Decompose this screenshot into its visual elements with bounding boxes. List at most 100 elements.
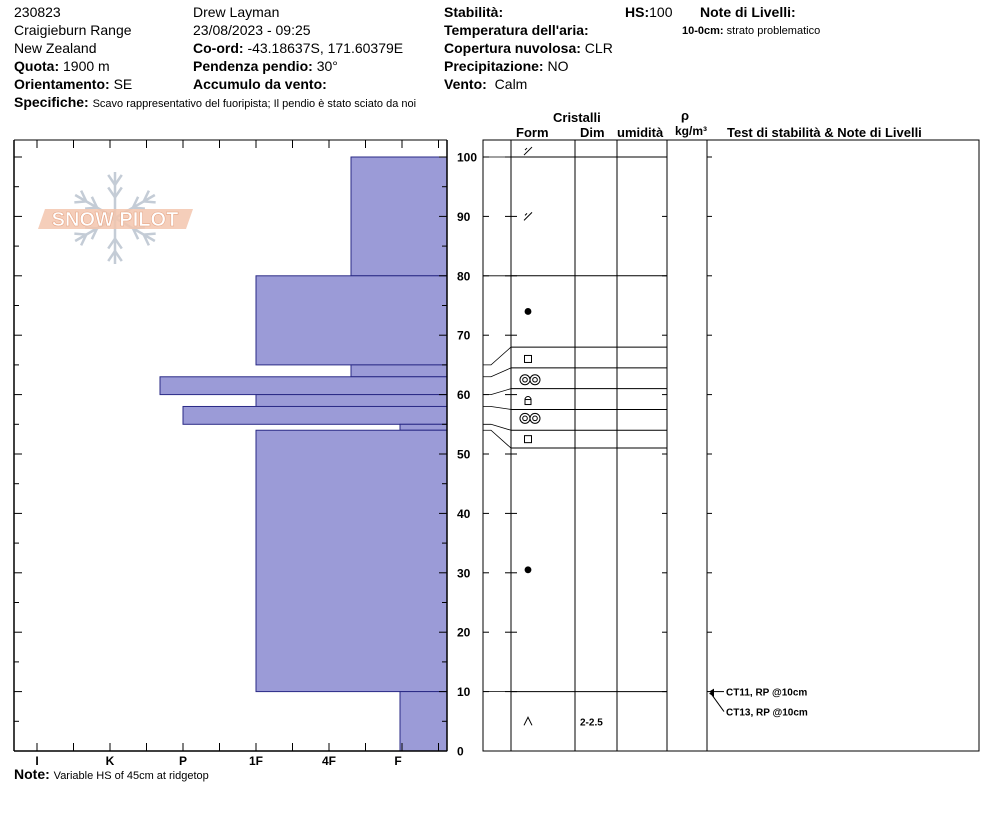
- layer-connector: [483, 423, 512, 431]
- layer-note-depth: 10-0cm:: [682, 25, 724, 37]
- stability-test-label: CT11, RP @10cm: [726, 688, 807, 699]
- location: Craigieburn Range: [14, 22, 132, 38]
- flake-branch: [131, 196, 140, 209]
- note-label: Note:: [14, 766, 50, 782]
- flake-branch: [107, 186, 117, 199]
- test-arrow-head: [709, 690, 714, 697]
- flake-branch: [142, 234, 150, 246]
- quota: Quota: 1900 m: [14, 57, 110, 75]
- precipitazione-label: Precipitazione:: [444, 58, 544, 74]
- vento: Vento: Calm: [444, 75, 527, 93]
- coord: Co-ord: -43.18637S, 171.60379E: [193, 39, 403, 57]
- snowpilot-logo: SNOW PILOT: [38, 172, 193, 264]
- header-tests: Test di stabilità & Note di Livelli: [727, 125, 922, 140]
- grain-symbol-rounded-grains: [524, 566, 532, 574]
- header-dim: Dim: [580, 125, 605, 140]
- flake-branch: [107, 174, 117, 186]
- layer-connector: [483, 346, 512, 366]
- orientamento-value: SE: [113, 76, 133, 92]
- hardness-tick-label: 1F: [249, 754, 263, 768]
- hardness-tick-label: I: [35, 754, 38, 768]
- hardness-bar: [350, 364, 448, 378]
- grain-symbol-depth-hoar: [523, 716, 533, 726]
- country: New Zealand: [14, 40, 97, 56]
- header-form: Form: [516, 125, 549, 140]
- layer-connector: [483, 429, 512, 449]
- grain-symbol-surface-hoar: [519, 412, 541, 424]
- y-tick-label: 100: [457, 151, 477, 165]
- logo-text: SNOW PILOT: [52, 209, 179, 231]
- quota-value: 1900 m: [63, 58, 110, 74]
- precipitazione-value: NO: [547, 58, 569, 74]
- layer-connector: [483, 388, 512, 395]
- hardness-bar: [255, 275, 448, 366]
- specifiche: Specifiche: Scavo rappresentativo del fu…: [14, 93, 416, 113]
- hardness-bar: [255, 394, 448, 407]
- y-tick-label: 30: [457, 566, 471, 580]
- layer-note: 10-0cm: strato problematico: [682, 22, 820, 40]
- stabilita-label: Stabilità:: [444, 4, 504, 20]
- plot-frames: [13, 139, 980, 752]
- hardness-bar: [182, 405, 448, 425]
- specifiche-label: Specifiche:: [14, 94, 89, 110]
- note-text: Variable HS of 45cm at ridgetop: [53, 770, 209, 782]
- hs: HS:100: [625, 3, 672, 21]
- y-tick-label: 40: [457, 507, 471, 521]
- precipitazione: Precipitazione: NO: [444, 57, 568, 75]
- grain-symbol-surface-hoar: [519, 374, 541, 386]
- header-rho: ρ: [681, 108, 690, 123]
- vento-value: Calm: [494, 76, 528, 92]
- layer-connector: [483, 367, 512, 378]
- stability-test-label: CT13, RP @10cm: [726, 708, 808, 719]
- axis-labels: 0 10 20 30 40 50 60 70 80 90 100 I K P 1F 4F F 2-2.5 CT11,…: [35, 151, 808, 769]
- flake-branch: [90, 227, 99, 240]
- table-border: [482, 139, 980, 752]
- coord-label: Co-ord:: [193, 40, 244, 56]
- flake-branch: [113, 250, 123, 262]
- flake-branch: [74, 200, 87, 204]
- flake-branch: [113, 237, 123, 250]
- hardness-tick-label: 4F: [322, 754, 336, 768]
- layer-connector: [483, 406, 512, 410]
- y-tick-label: 60: [457, 388, 471, 402]
- datetime: 23/08/2023 - 09:25: [193, 22, 311, 38]
- flake-branch: [131, 227, 140, 240]
- hardness-bar: [399, 423, 448, 431]
- pendenza-label: Pendenza pendio:: [193, 58, 313, 74]
- orientamento-label: Orientamento:: [14, 76, 110, 92]
- logo-banner: [38, 209, 193, 229]
- copertura: Copertura nuvolosa: CLR: [444, 39, 613, 57]
- flake-branch: [113, 174, 123, 186]
- y-tick-label: 80: [457, 269, 471, 283]
- layer-note-text: strato problematico: [726, 25, 821, 37]
- vento-label: Vento:: [444, 76, 487, 92]
- copertura-value: CLR: [584, 40, 613, 56]
- hardness-bar: [350, 156, 448, 277]
- flake-branch: [107, 250, 117, 262]
- hs-value: 100: [649, 4, 673, 20]
- flake-branch: [143, 200, 156, 204]
- hardness-tick-label: F: [394, 754, 401, 768]
- hardness-bar: [159, 376, 448, 396]
- flake-branch: [80, 234, 88, 246]
- y-tick-label: 0: [457, 745, 464, 759]
- grain-symbol-faceted-rounded: [524, 396, 532, 406]
- y-tick-label: 20: [457, 626, 471, 640]
- hardness-tick-label: P: [179, 754, 187, 768]
- temperatura-label: Temperatura dell'aria:: [444, 22, 589, 38]
- coord-value: -43.18637S, 171.60379E: [247, 40, 404, 56]
- y-tick-label: 90: [457, 210, 471, 224]
- header-cristalli: Cristalli: [553, 110, 601, 125]
- y-tick-label: 50: [457, 448, 471, 462]
- grain-symbol-rounded-grains: [524, 308, 532, 315]
- header-density-unit: kg/m³: [675, 124, 708, 138]
- y-tick-label: 70: [457, 329, 471, 343]
- grain-symbols: [519, 146, 725, 726]
- grain-size-label: 2-2.5: [580, 717, 603, 728]
- accumulo-label: Accumulo da vento:: [193, 76, 327, 92]
- pendenza-value: 30°: [316, 58, 338, 74]
- flake-branch: [142, 190, 150, 202]
- flake-branch: [74, 232, 87, 236]
- grain-symbol-decomposing-fragments: [523, 212, 533, 221]
